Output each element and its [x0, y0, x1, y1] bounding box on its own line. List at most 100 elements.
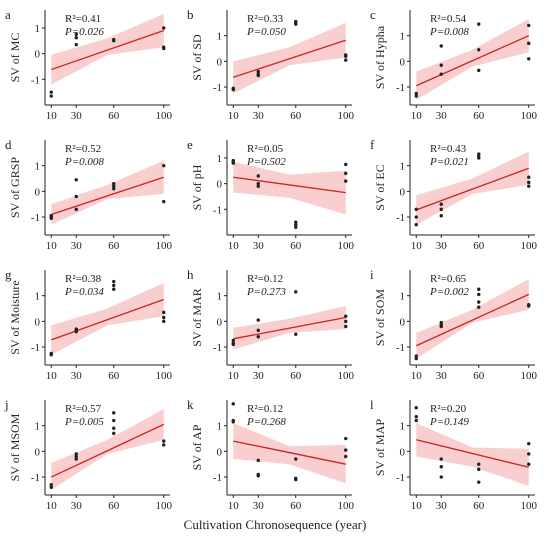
- data-point: [162, 45, 166, 49]
- panel-e: e -1 0 1 10 30 60 100 SV of pH R²=0.05P=0.502: [187, 137, 355, 252]
- x-tick-label: 60: [473, 110, 485, 122]
- p-value-label: P=0.002: [429, 286, 469, 298]
- data-point: [344, 179, 348, 183]
- data-point: [527, 462, 531, 466]
- x-tick-label: 30: [71, 370, 83, 382]
- x-tick-label: 60: [473, 370, 485, 382]
- y-tick-label: 0: [217, 179, 223, 191]
- y-tick-label: -1: [213, 472, 222, 484]
- x-tick-label: 10: [228, 240, 240, 252]
- confidence-band: [416, 18, 529, 100]
- data-point: [294, 22, 298, 26]
- r-squared-label: R²=0.33: [247, 13, 284, 25]
- y-tick-label: 0: [35, 49, 41, 61]
- x-tick-label: 30: [436, 500, 448, 512]
- y-axis-label: SV of MSOM: [8, 413, 22, 481]
- data-point: [527, 184, 531, 188]
- y-axis-label: SV of SD: [190, 34, 204, 81]
- data-point: [414, 354, 418, 358]
- data-point: [344, 162, 348, 167]
- r-squared-label: R²=0.41: [65, 13, 101, 25]
- data-point: [344, 314, 348, 318]
- x-tick-label: 100: [156, 370, 173, 382]
- data-point: [439, 465, 443, 469]
- data-point: [231, 342, 235, 347]
- data-point: [112, 187, 116, 191]
- data-point: [527, 304, 531, 308]
- y-tick-label: 0: [217, 56, 223, 68]
- panel-letter: k: [187, 397, 194, 412]
- data-point: [112, 287, 116, 291]
- x-tick-label: 60: [108, 370, 120, 382]
- data-point: [294, 223, 298, 227]
- panel-k: k -1 0 1 10 30 60 100 SV of AP R²=0.12P=0.268: [187, 397, 355, 512]
- data-point: [256, 69, 260, 74]
- y-tick-label: 0: [217, 446, 223, 458]
- confidence-band: [51, 160, 164, 225]
- confidence-band: [416, 278, 529, 359]
- panel-letter: b: [187, 7, 194, 22]
- regression-line: [51, 29, 164, 71]
- y-tick-label: -1: [31, 472, 40, 484]
- data-point: [477, 48, 481, 52]
- data-point: [344, 58, 348, 62]
- data-point: [162, 439, 166, 443]
- p-value-label: P=0.008: [64, 156, 104, 168]
- regression-line: [233, 440, 346, 465]
- data-point: [74, 329, 78, 334]
- r-squared-label: R²=0.54: [430, 13, 467, 25]
- x-tick-label: 60: [108, 240, 120, 252]
- x-tick-label: 100: [338, 240, 355, 252]
- panel-letter: f: [370, 137, 375, 152]
- data-point: [344, 171, 348, 176]
- x-tick-label: 100: [521, 110, 538, 122]
- data-point: [477, 22, 481, 26]
- data-point: [344, 436, 348, 441]
- data-point: [112, 431, 116, 436]
- x-tick-label: 30: [71, 500, 83, 512]
- data-point: [256, 474, 260, 478]
- data-point: [49, 483, 53, 487]
- x-tick-label: 60: [290, 240, 302, 252]
- y-tick-label: 0: [400, 316, 406, 328]
- panel-letter: l: [370, 397, 374, 412]
- x-tick-label: 30: [436, 240, 448, 252]
- panel-letter: e: [187, 137, 193, 152]
- x-tick-label: 100: [338, 110, 355, 122]
- data-point: [439, 63, 443, 67]
- y-tick-label: -1: [396, 212, 405, 224]
- p-value-label: P=0.268: [246, 416, 286, 428]
- data-point: [256, 335, 260, 339]
- panel-letter: a: [5, 7, 11, 22]
- panel-f: f -1 0 1 10 30 60 100 SV of EC R²=0.43P=0.021: [370, 137, 538, 252]
- r-squared-label: R²=0.43: [430, 143, 467, 155]
- regression-line: [233, 176, 346, 194]
- data-point: [477, 152, 481, 156]
- y-axis-label: SV of EC: [373, 164, 387, 210]
- data-point: [344, 448, 348, 452]
- p-value-label: P=0.026: [64, 26, 104, 38]
- data-point: [256, 181, 260, 186]
- x-tick-label: 100: [338, 500, 355, 512]
- data-point: [231, 338, 235, 343]
- y-axis-label: SV of AP: [190, 424, 204, 470]
- data-point: [439, 324, 443, 329]
- data-point: [231, 420, 235, 424]
- data-point: [112, 181, 116, 186]
- y-tick-label: -1: [213, 204, 222, 216]
- x-tick-label: 30: [253, 370, 265, 382]
- y-tick-label: 1: [400, 31, 406, 43]
- data-point: [527, 41, 531, 46]
- data-point: [414, 215, 418, 219]
- data-point: [162, 163, 166, 168]
- panel-letter: h: [187, 267, 194, 282]
- data-point: [527, 452, 531, 456]
- x-tick-label: 10: [228, 370, 240, 382]
- r-squared-label: R²=0.12: [247, 403, 283, 415]
- panel-c: c -1 0 1 10 30 60 100 SV of Hypha R²=0.54P=0.008: [370, 7, 538, 122]
- p-value-label: P=0.008: [429, 26, 469, 38]
- y-tick-label: 0: [217, 316, 223, 328]
- data-point: [231, 87, 235, 92]
- y-tick-label: 0: [35, 186, 41, 198]
